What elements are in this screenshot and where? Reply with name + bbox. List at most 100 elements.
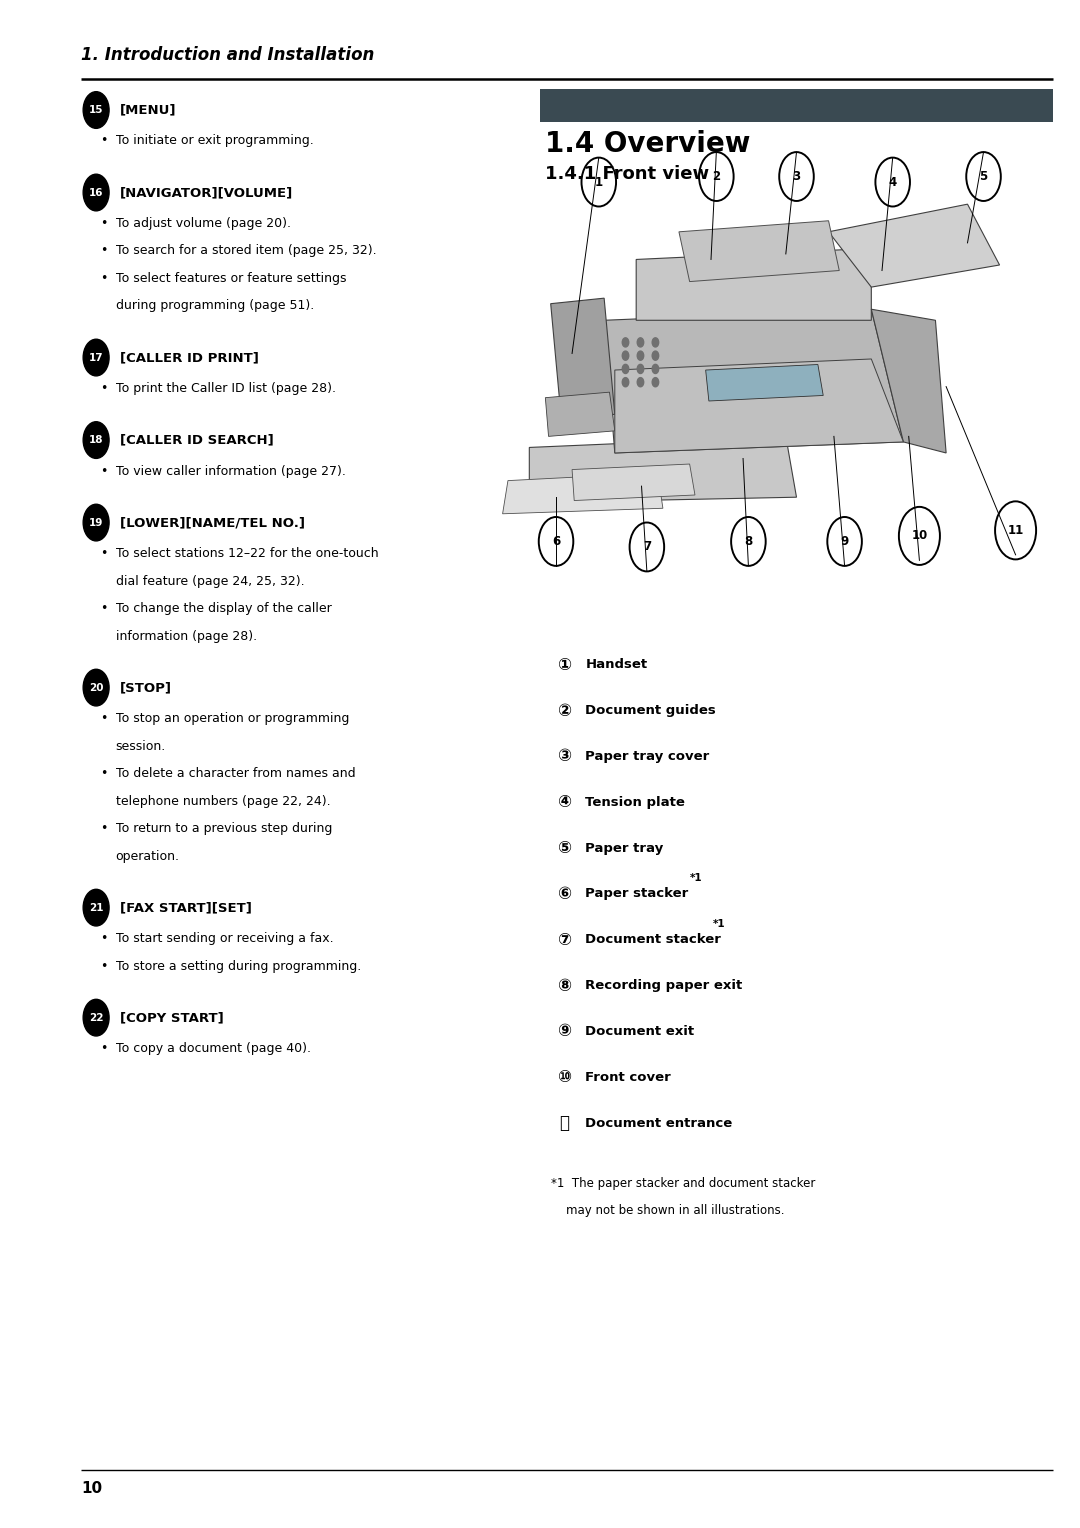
Text: 16: 16 (89, 188, 104, 197)
Polygon shape (679, 220, 839, 281)
Circle shape (622, 338, 629, 347)
Text: [CALLER ID PRINT]: [CALLER ID PRINT] (120, 351, 259, 364)
Text: •: • (100, 465, 108, 478)
Text: ⑪: ⑪ (558, 1114, 569, 1132)
Circle shape (637, 377, 644, 387)
Circle shape (83, 669, 109, 706)
Circle shape (652, 364, 659, 373)
Text: dial feature (page 24, 25, 32).: dial feature (page 24, 25, 32). (116, 575, 305, 588)
Circle shape (83, 999, 109, 1036)
Text: [FAX START][SET]: [FAX START][SET] (120, 902, 252, 914)
Text: [NAVIGATOR][VOLUME]: [NAVIGATOR][VOLUME] (120, 186, 293, 199)
Text: Front cover: Front cover (585, 1071, 671, 1083)
Polygon shape (604, 309, 903, 452)
Text: To copy a document (page 40).: To copy a document (page 40). (116, 1042, 311, 1056)
Text: ⑥: ⑥ (556, 885, 571, 903)
Text: ⑦: ⑦ (556, 931, 571, 949)
Text: To stop an operation or programming: To stop an operation or programming (116, 712, 349, 726)
Text: To select features or feature settings: To select features or feature settings (116, 272, 346, 286)
Text: To print the Caller ID list (page 28).: To print the Caller ID list (page 28). (116, 382, 336, 396)
Text: 1: 1 (595, 176, 603, 188)
Text: •: • (100, 767, 108, 781)
Circle shape (83, 422, 109, 458)
Text: Recording paper exit: Recording paper exit (585, 979, 743, 992)
Text: 20: 20 (89, 683, 104, 692)
Text: 9: 9 (840, 535, 849, 549)
Text: Tension plate: Tension plate (585, 796, 685, 808)
Text: ③: ③ (556, 747, 571, 766)
Text: 2: 2 (713, 170, 720, 183)
Text: 21: 21 (89, 903, 104, 912)
Text: •: • (100, 272, 108, 286)
Text: •: • (100, 217, 108, 231)
Text: •: • (100, 602, 108, 616)
Circle shape (83, 92, 109, 128)
Text: ⑩: ⑩ (556, 1068, 571, 1086)
Text: [CALLER ID SEARCH]: [CALLER ID SEARCH] (120, 434, 273, 446)
Text: [STOP]: [STOP] (120, 681, 172, 694)
Circle shape (637, 338, 644, 347)
Text: Document guides: Document guides (585, 704, 716, 717)
Text: Handset: Handset (585, 659, 648, 671)
Text: ⑧: ⑧ (556, 976, 571, 995)
Text: 8: 8 (744, 535, 753, 549)
Text: ⑤: ⑤ (556, 839, 571, 857)
Text: ①: ① (556, 656, 571, 674)
Text: •: • (100, 1042, 108, 1056)
Text: •: • (100, 244, 108, 258)
Text: •: • (100, 960, 108, 973)
Text: telephone numbers (page 22, 24).: telephone numbers (page 22, 24). (116, 795, 330, 808)
Text: [COPY START]: [COPY START] (120, 1012, 224, 1024)
Polygon shape (502, 472, 663, 513)
Polygon shape (529, 437, 797, 503)
Text: 18: 18 (89, 435, 104, 445)
Text: To change the display of the caller: To change the display of the caller (116, 602, 332, 616)
Text: 1.4 Overview: 1.4 Overview (545, 130, 751, 157)
Text: To search for a stored item (page 25, 32).: To search for a stored item (page 25, 32… (116, 244, 376, 258)
Text: 10: 10 (912, 529, 928, 542)
Text: 17: 17 (89, 353, 104, 362)
Text: *1: *1 (713, 918, 726, 929)
Circle shape (622, 351, 629, 361)
Text: Paper tray: Paper tray (585, 842, 663, 854)
Text: ⑨: ⑨ (556, 1022, 571, 1041)
Text: *1: *1 (690, 872, 702, 883)
Text: Document stacker: Document stacker (585, 934, 721, 946)
Polygon shape (828, 205, 1000, 287)
Text: operation.: operation. (116, 850, 179, 863)
Text: may not be shown in all illustrations.: may not be shown in all illustrations. (551, 1204, 784, 1218)
Text: To delete a character from names and: To delete a character from names and (116, 767, 355, 781)
Text: •: • (100, 822, 108, 836)
Polygon shape (636, 249, 872, 321)
Text: information (page 28).: information (page 28). (116, 630, 257, 643)
Text: Document exit: Document exit (585, 1025, 694, 1038)
Text: 10: 10 (81, 1481, 103, 1496)
Text: [LOWER][NAME/TEL NO.]: [LOWER][NAME/TEL NO.] (120, 516, 305, 529)
Polygon shape (615, 359, 903, 452)
Polygon shape (572, 465, 694, 501)
Text: 1. Introduction and Installation: 1. Introduction and Installation (81, 46, 375, 64)
Circle shape (637, 364, 644, 373)
Text: session.: session. (116, 740, 166, 753)
Polygon shape (705, 365, 823, 400)
Text: Document entrance: Document entrance (585, 1117, 732, 1129)
Text: 6: 6 (552, 535, 561, 549)
Text: •: • (100, 547, 108, 561)
Circle shape (83, 504, 109, 541)
Text: Paper tray cover: Paper tray cover (585, 750, 710, 762)
Text: 19: 19 (89, 518, 104, 527)
Polygon shape (551, 298, 615, 420)
Text: 4: 4 (889, 176, 896, 188)
Text: •: • (100, 712, 108, 726)
Circle shape (652, 351, 659, 361)
Text: during programming (page 51).: during programming (page 51). (116, 299, 314, 313)
Circle shape (83, 339, 109, 376)
Text: [MENU]: [MENU] (120, 104, 176, 116)
Text: 1.4.1 Front view: 1.4.1 Front view (545, 165, 710, 183)
FancyBboxPatch shape (540, 89, 1053, 122)
Text: To adjust volume (page 20).: To adjust volume (page 20). (116, 217, 291, 231)
Text: 22: 22 (89, 1013, 104, 1022)
Text: *1  The paper stacker and document stacker: *1 The paper stacker and document stacke… (551, 1177, 815, 1190)
Text: ④: ④ (556, 793, 571, 811)
Text: •: • (100, 932, 108, 946)
